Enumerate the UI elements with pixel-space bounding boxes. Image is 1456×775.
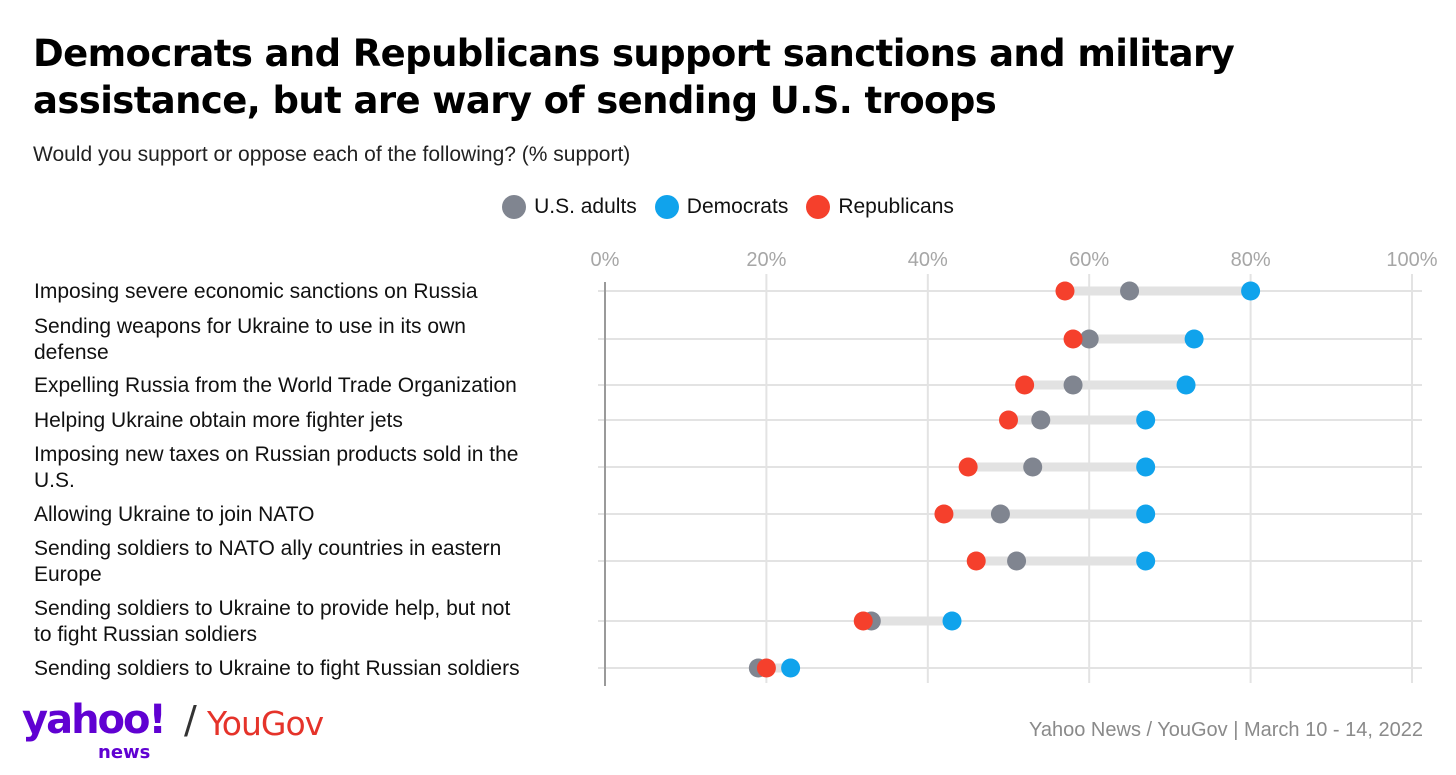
x-tick-label: 20% [746, 249, 786, 271]
row-label: Sending soldiers to Ukraine to fight Rus… [34, 657, 520, 680]
yougov-wordmark: YouGov [207, 704, 324, 743]
x-tick-label: 80% [1231, 249, 1271, 271]
row-label: Imposing new taxes on Russian products s… [34, 443, 518, 492]
legend-item-republicans: Republicans [806, 195, 954, 219]
dot-us-adults [1007, 551, 1027, 571]
legend-label-republicans: Republicans [838, 195, 954, 218]
x-tick-label: 100% [1386, 249, 1437, 271]
dot-republicans [1063, 329, 1083, 349]
yahoo-yougov-logo: yahoo! / YouGov news [22, 697, 324, 763]
chart-title: Democrats and Republicans support sancti… [33, 32, 1235, 122]
dot-plot: 0% 20% 40% 60% 80% 100% Imposing severe econom… [34, 249, 1438, 686]
dot-republicans [966, 551, 986, 571]
dot-republicans [934, 504, 954, 524]
dot-democrats [1136, 410, 1156, 430]
dot-democrats [781, 658, 801, 678]
dot-democrats [1136, 551, 1156, 571]
legend-label-adults: U.S. adults [534, 195, 637, 218]
x-tick-label: 40% [908, 249, 948, 271]
legend: U.S. adults Democrats Republicans [0, 195, 1456, 219]
row-label: Sending weapons for Ukraine to use in it… [34, 315, 466, 364]
row-label: Sending soldiers to NATO ally countries … [34, 537, 501, 586]
row-label: Expelling Russia from the World Trade Or… [34, 374, 517, 397]
legend-label-democrats: Democrats [686, 195, 789, 218]
chart-subtitle: Would you support or oppose each of the … [33, 143, 631, 166]
dot-us-adults [1079, 329, 1099, 349]
legend-item-democrats: Democrats [654, 195, 789, 219]
row-label: Imposing severe economic sanctions on Ru… [34, 280, 478, 303]
dot-democrats [942, 611, 962, 631]
legend-swatch-adults [502, 195, 527, 219]
dot-republicans [958, 457, 978, 477]
dot-us-adults [1120, 281, 1140, 301]
dot-republicans [999, 410, 1018, 430]
dot-democrats [1184, 329, 1204, 349]
dot-us-adults [990, 504, 1010, 524]
row-label: Allowing Ukraine to join NATO [34, 503, 315, 526]
x-tick-label: 60% [1069, 249, 1109, 271]
dot-republicans [853, 611, 873, 631]
dot-democrats [1241, 281, 1261, 301]
dot-republicans [756, 658, 776, 678]
dot-us-adults [1023, 457, 1043, 477]
dot-us-adults [1031, 410, 1051, 430]
row-label: Sending soldiers to Ukraine to provide h… [34, 597, 510, 646]
x-tick-label: 0% [591, 249, 620, 271]
yahoo-news-wordmark: news [98, 742, 151, 763]
row-label: Helping Ukraine obtain more fighter jets [34, 409, 403, 432]
legend-swatch-republicans [806, 195, 831, 219]
dot-democrats [1136, 457, 1156, 477]
dot-democrats [1136, 504, 1156, 524]
dot-republicans [1015, 375, 1035, 395]
logo-divider: / [184, 698, 197, 742]
dot-us-adults [1063, 375, 1083, 395]
legend-swatch-democrats [654, 195, 679, 219]
dot-democrats [1176, 375, 1196, 395]
source-credit: Yahoo News / YouGov | March 10 - 14, 202… [1029, 719, 1423, 741]
dot-republicans [1055, 281, 1075, 301]
yahoo-wordmark: yahoo! [22, 697, 167, 743]
legend-item-adults: U.S. adults [502, 195, 637, 219]
